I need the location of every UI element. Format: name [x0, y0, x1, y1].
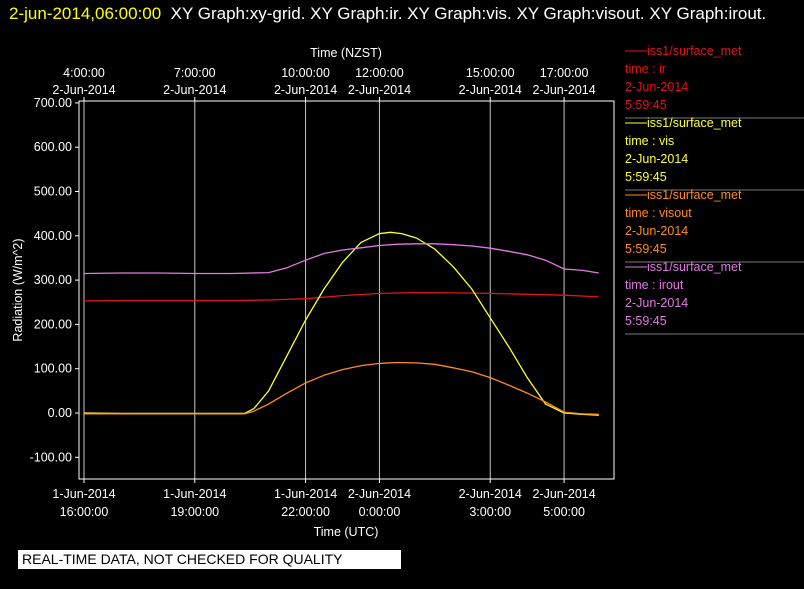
title-timestamp: 2-jun-2014,06:00:00 — [9, 4, 162, 23]
x-tick-label-date: 2-Jun-2014 — [348, 487, 411, 501]
x-tick-label-date: 1-Jun-2014 — [274, 487, 337, 501]
top-tick-label-date: 2-Jun-2014 — [274, 83, 337, 97]
legend-entry-text: 2-Jun-2014 — [625, 152, 688, 166]
top-tick-label-date: 2-Jun-2014 — [459, 83, 522, 97]
x-tick-label-time: 3:00:00 — [469, 505, 511, 519]
legend-entry-text: 5:59:45 — [625, 242, 667, 256]
y-tick-label: 0.00 — [48, 406, 72, 420]
x-tick-label-date: 1-Jun-2014 — [52, 487, 115, 501]
series-group — [83, 231, 599, 416]
grid — [83, 101, 565, 479]
top-tick-label-time: 7:00:00 — [174, 66, 216, 80]
top-tick-label-time: 10:00:00 — [281, 66, 330, 80]
top-tick-label-date: 2-Jun-2014 — [348, 83, 411, 97]
y-tick-label: 100.00 — [34, 362, 72, 376]
y-tick-label: 300.00 — [34, 273, 72, 287]
x-tick-label-time: 16:00:00 — [60, 505, 109, 519]
top-tick-label-time: 17:00:00 — [540, 66, 589, 80]
legend-entry-text: time : vis — [625, 134, 674, 148]
top-tick-label-date: 2-Jun-2014 — [532, 83, 595, 97]
top-tick-label-time: 4:00:00 — [63, 66, 105, 80]
top-tick-label-date: 2-Jun-2014 — [52, 83, 115, 97]
top-tick-label-time: 12:00:00 — [355, 66, 404, 80]
graph-title: 2-jun-2014,06:00:00 XY Graph:xy-grid. XY… — [9, 2, 789, 25]
legend-entry-text: 5:59:45 — [625, 314, 667, 328]
y-tick-label: -100.00 — [30, 450, 72, 464]
y-tick-label: 600.00 — [34, 140, 72, 154]
legend-entry-text: iss1/surface_met — [647, 260, 742, 274]
y-tick-label: 400.00 — [34, 229, 72, 243]
top-tick-label-time: 15:00:00 — [466, 66, 515, 80]
legend-entry-text: 2-Jun-2014 — [625, 296, 688, 310]
title-graph-list: XY Graph:xy-grid. XY Graph:ir. XY Graph:… — [170, 4, 767, 23]
legend-entry-text: time : ir — [625, 62, 666, 76]
legend-entry-text: 2-Jun-2014 — [625, 224, 688, 238]
x-tick-label-date: 1-Jun-2014 — [163, 487, 226, 501]
x-axis-bottom: 1-Jun-2014 16:00:00 1-Jun-2014 19:00:00 1-Ju… — [52, 479, 596, 519]
x-axis-label: Time (UTC) — [314, 525, 379, 539]
series-line-irout — [83, 243, 599, 275]
x-tick-label-date: 2-Jun-2014 — [532, 487, 595, 501]
x-tick-label-time: 0:00:00 — [359, 505, 401, 519]
legend-entry-text: time : irout — [625, 278, 684, 292]
y-tick-label: 700.00 — [34, 96, 72, 110]
series-line-ir — [83, 291, 599, 302]
quality-disclaimer: REAL-TIME DATA, NOT CHECKED FOR QUALITY — [18, 550, 401, 569]
y-axis-label: Radiation (W/m^2) — [11, 238, 25, 341]
y-tick-label: 500.00 — [34, 185, 72, 199]
x-tick-label-time: 22:00:00 — [281, 505, 330, 519]
top-tick-label-date: 2-Jun-2014 — [163, 83, 226, 97]
y-axis: 700.00 600.00 500.00 400.00 300.00 200.00 100.… — [30, 96, 79, 464]
series-line-vis — [83, 231, 599, 416]
x-tick-label-time: 5:00:00 — [543, 505, 585, 519]
legend-entry-text: iss1/surface_met — [647, 116, 742, 130]
x-axis-top: 4:00:00 2-Jun-2014 7:00:00 2-Jun-2014 10:00:… — [52, 66, 596, 101]
x-tick-label-time: 19:00:00 — [170, 505, 219, 519]
legend-entry-text: time : visout — [625, 206, 692, 220]
top-axis-label: Time (NZST) — [310, 46, 382, 60]
legend-entry-text: iss1/surface_met — [647, 44, 742, 58]
y-tick-label: 200.00 — [34, 317, 72, 331]
legend-entry-text: 5:59:45 — [625, 98, 667, 112]
series-line-visout — [84, 361, 599, 415]
legend-entry-text: 5:59:45 — [625, 170, 667, 184]
plot-frame — [78, 100, 615, 480]
legend-entry-text: iss1/surface_met — [647, 188, 742, 202]
x-tick-label-date: 2-Jun-2014 — [459, 487, 522, 501]
legend-entry-text: 2-Jun-2014 — [625, 80, 688, 94]
